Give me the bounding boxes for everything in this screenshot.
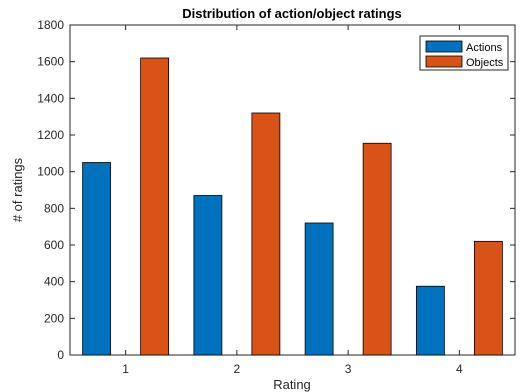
legend: Actions Objects bbox=[419, 35, 509, 71]
bar-objects-1 bbox=[140, 57, 170, 356]
y-tick-label: 0 bbox=[57, 348, 64, 362]
y-tick-label: 1000 bbox=[37, 165, 64, 179]
bars bbox=[82, 57, 503, 356]
y-tick-label: 1400 bbox=[37, 91, 64, 105]
y-tick-label: 800 bbox=[44, 201, 64, 215]
x-tick-label: 4 bbox=[456, 362, 463, 376]
legend-label-actions: Actions bbox=[466, 42, 503, 54]
bar-objects-2 bbox=[251, 112, 281, 356]
y-tick-label: 200 bbox=[44, 311, 64, 325]
y-axis-label: # of ratings bbox=[10, 157, 25, 222]
bar-actions-4 bbox=[415, 285, 445, 356]
bar-objects-4 bbox=[473, 240, 503, 356]
x-axis: 1 2 3 4 bbox=[122, 25, 463, 376]
bar-actions-1 bbox=[82, 162, 112, 356]
legend-label-objects: Objects bbox=[466, 57, 504, 69]
plot-area bbox=[69, 24, 516, 356]
y-axis: 0 200 400 600 800 1000 1200 1400 1600 1800 bbox=[37, 18, 515, 362]
y-tick-label: 1800 bbox=[37, 18, 64, 32]
y-tick-label: 400 bbox=[44, 275, 64, 289]
chart-title: Distribution of action/object ratings bbox=[182, 6, 402, 21]
bar-actions-2 bbox=[193, 195, 223, 356]
x-tick-label: 2 bbox=[234, 362, 241, 376]
legend-swatch-objects bbox=[425, 55, 463, 68]
y-tick-label: 1200 bbox=[37, 128, 64, 142]
legend-swatch-actions bbox=[425, 40, 463, 53]
x-tick-label: 1 bbox=[122, 362, 129, 376]
bar-actions-3 bbox=[304, 222, 334, 356]
x-axis-label: Rating bbox=[273, 377, 311, 392]
x-tick-label: 3 bbox=[345, 362, 352, 376]
bar-objects-3 bbox=[362, 142, 392, 356]
y-tick-label: 1600 bbox=[37, 55, 64, 69]
y-tick-label: 600 bbox=[44, 238, 64, 252]
